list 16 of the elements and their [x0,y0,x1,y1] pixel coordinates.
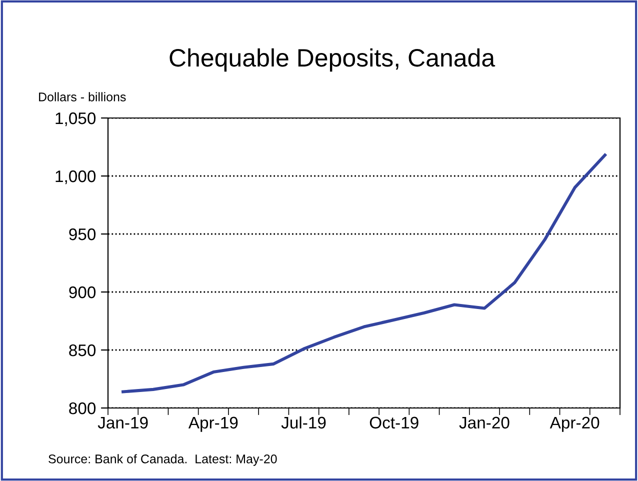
x-tick-label: Jan-20 [459,416,510,429]
x-tick-label: Oct-19 [370,416,418,429]
x-tick-label: Jan-19 [98,416,148,429]
chart-title: Chequable Deposits, Canada [170,48,496,72]
y-tick-label: 900 [69,286,96,298]
line-series [122,154,606,394]
y-tick-label: 1,050 [56,112,96,126]
y-tick-label: 1,000 [56,170,96,184]
source-note: Source: Bank of Canada. Latest: May-20 [48,454,277,466]
x-tick-label: Apr-19 [188,416,238,432]
y-axis-title: Dollars - billions [39,92,126,102]
y-tick-label: 850 [69,344,96,356]
x-tick-label: Apr-20 [550,416,600,432]
y-tick-label: 950 [69,228,96,240]
x-tick-label: Jul-19 [281,416,326,429]
y-tick-label: 800 [69,402,96,414]
